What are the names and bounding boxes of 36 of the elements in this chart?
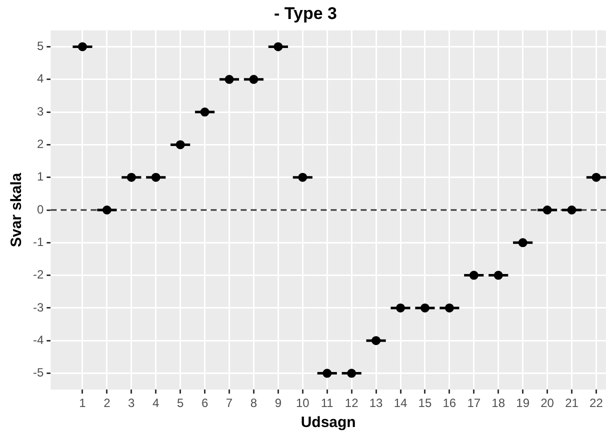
y-axis-title: Svar skala: [8, 172, 26, 248]
y-tick-label: -4: [33, 332, 44, 347]
y-tick-label: 0: [36, 202, 44, 216]
y-tick-label: -3: [33, 300, 44, 314]
x-tick-label: 6: [201, 396, 208, 410]
chart-title: - Type 3: [274, 4, 337, 23]
x-tick-label: 15: [418, 396, 432, 410]
x-tick-label: 2: [104, 396, 111, 410]
x-tick-label: 21: [565, 396, 579, 410]
x-tick-label: 10: [296, 396, 310, 410]
x-axis-title: Udsagn: [300, 414, 356, 432]
x-tick-label: 11: [320, 396, 334, 410]
y-tick-label: -5: [33, 366, 44, 380]
x-tick-label: 14: [394, 396, 408, 410]
x-tick-label: 8: [250, 396, 258, 410]
y-tick-label: -1: [33, 234, 44, 249]
x-tick-label: 17: [467, 396, 481, 410]
x-tick-label: 20: [540, 396, 554, 410]
y-tick-label: -2: [33, 268, 44, 282]
x-tick-label: 13: [369, 396, 384, 410]
x-tick-label: 7: [226, 396, 233, 410]
y-tick-label: 3: [36, 104, 44, 118]
x-tick-label: 12: [344, 396, 359, 410]
x-tick-label: 18: [492, 396, 506, 410]
y-tick-label: 4: [36, 72, 44, 86]
x-tick-label: 3: [128, 396, 136, 410]
x-tick-label: 22: [590, 396, 604, 410]
x-tick-label: 16: [442, 396, 456, 410]
x-tick-label: 19: [516, 396, 530, 410]
x-tick-label: 4: [152, 396, 160, 410]
x-tick-label: 5: [176, 396, 184, 410]
x-tick-label: 9: [274, 396, 282, 410]
y-tick-label: 2: [36, 137, 44, 152]
x-tick-label: 1: [79, 396, 86, 410]
y-tick-label: 1: [36, 170, 44, 184]
y-tick-label: 5: [36, 39, 44, 54]
